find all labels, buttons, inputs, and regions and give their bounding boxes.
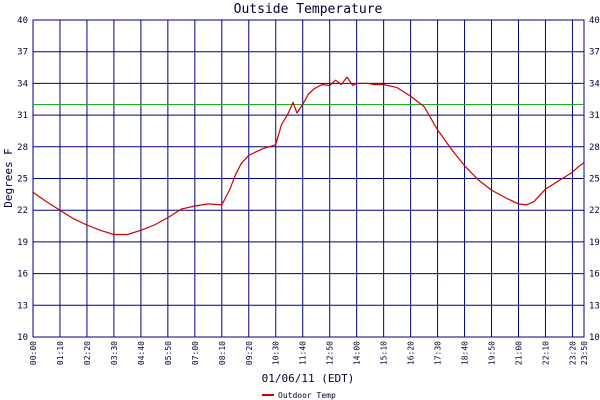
x-tick-label: 08:10 (218, 341, 227, 365)
series-line-outdoor-temp (32, 76, 585, 236)
x-tick-label: 03:30 (110, 341, 119, 365)
x-tick-label: 07:00 (191, 341, 200, 365)
y-tick-label-left: 28 (17, 143, 28, 153)
x-tick-label: 19:50 (488, 341, 497, 365)
y-tick-label-left: 10 (17, 333, 28, 343)
legend-label: Outdoor Temp (278, 391, 336, 400)
x-tick-label: 23:20 (568, 341, 577, 365)
x-tick-label: 16:20 (407, 341, 416, 365)
x-tick-label: 17:30 (434, 341, 443, 365)
x-tick-label: 23:50 (580, 341, 589, 365)
legend: Outdoor Temp (262, 391, 336, 400)
x-tick-label: 21:00 (514, 341, 523, 365)
x-tick-label: 05:50 (164, 341, 173, 365)
y-tick-label-left: 31 (17, 111, 28, 121)
y-tick-label-right: 34 (589, 79, 600, 89)
y-tick-label-right: 31 (589, 111, 600, 121)
x-tick-label: 04:40 (137, 341, 146, 365)
x-tick-label: 10:30 (272, 341, 281, 365)
y-tick-label-left: 40 (17, 16, 28, 26)
x-tick-label: 01:10 (56, 341, 65, 365)
x-tick-label: 18:40 (461, 341, 470, 365)
x-tick-labels: 00:00 01:10 02:20 03:30 04:40 05:50 07:00 08:10… (29, 341, 589, 365)
y-tick-label-right: 28 (589, 143, 600, 153)
y-tick-label-left: 25 (17, 175, 28, 185)
x-tick-label: 14:00 (353, 341, 362, 365)
x-tick-label: 15:10 (380, 341, 389, 365)
x-tick-label: 00:00 (29, 341, 38, 365)
y-tick-label-right: 40 (589, 16, 600, 26)
y-tick-label-left: 19 (17, 238, 28, 248)
y-tick-label-right: 19 (589, 238, 600, 248)
x-tick-label: 02:20 (83, 341, 92, 365)
y-axis-label: Degrees F (2, 148, 15, 208)
y-tick-label-left: 37 (17, 48, 28, 58)
grid (32, 19, 585, 338)
y-tick-label-right: 13 (589, 301, 600, 311)
series-group (32, 76, 585, 236)
y-tick-label-right: 10 (589, 333, 600, 343)
y-tick-labels-right: 10 13 16 19 22 25 28 31 34 37 40 (589, 16, 600, 343)
y-tick-label-right: 25 (589, 175, 600, 185)
y-tick-label-left: 13 (17, 301, 28, 311)
y-tick-label-left: 22 (17, 206, 28, 216)
y-tick-labels-left: 10 13 16 19 22 25 28 31 34 37 40 (17, 16, 28, 343)
y-tick-label-left: 16 (17, 270, 28, 280)
x-tick-label: 09:20 (245, 341, 254, 365)
y-tick-label-right: 22 (589, 206, 600, 216)
x-axis-label: 01/06/11 (EDT) (262, 372, 355, 385)
y-tick-label-right: 16 (589, 270, 600, 280)
chart-title: Outside Temperature (234, 2, 383, 17)
x-tick-label: 22:10 (541, 341, 550, 365)
x-tick-label: 11:40 (299, 341, 308, 365)
x-tick-label: 12:50 (326, 341, 335, 365)
y-tick-label-left: 34 (17, 79, 28, 89)
y-tick-label-right: 37 (589, 48, 600, 58)
